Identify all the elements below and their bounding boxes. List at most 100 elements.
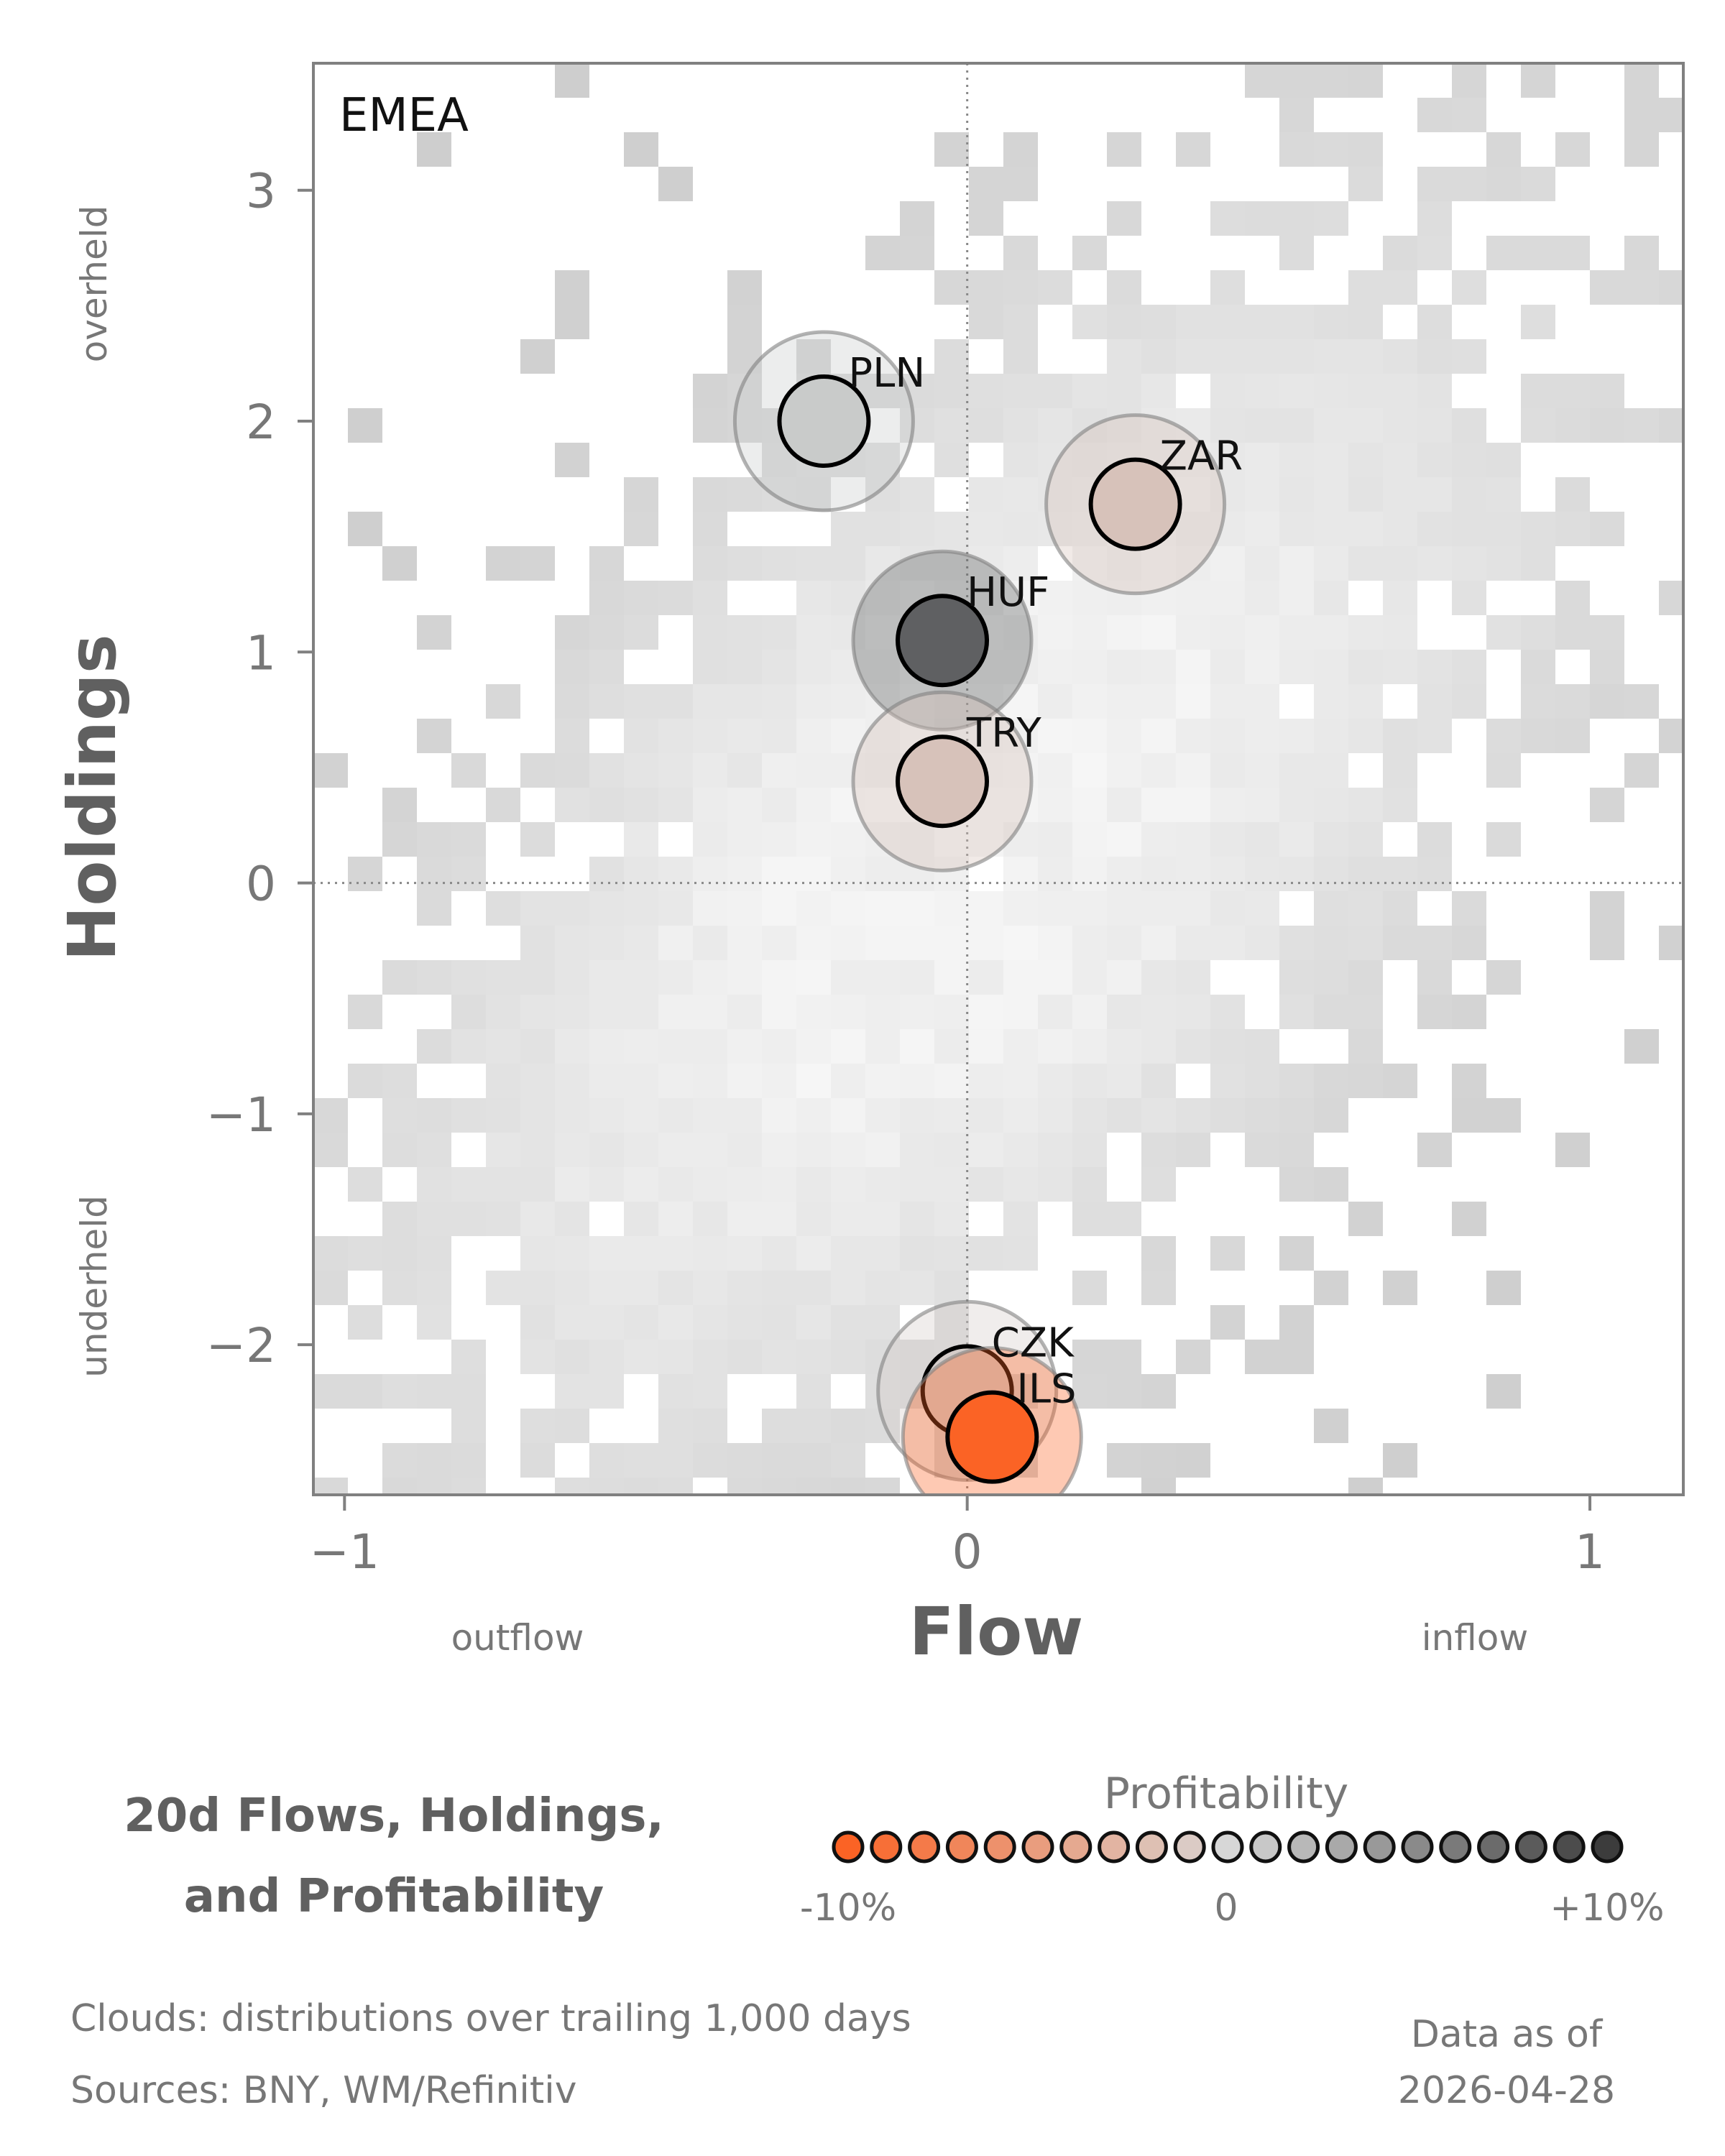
cloud-cell [1107,615,1141,650]
cloud-cell [727,684,762,719]
legend-dot [1439,1830,1472,1864]
cloud-cell [762,1409,796,1443]
cloud-cell [1072,1029,1107,1064]
cloud-cell [1210,374,1245,408]
cloud-cell [1590,408,1624,443]
cloud-cell [1314,822,1348,857]
cloud-cell [796,1271,831,1305]
cloud-cell [658,167,693,201]
cloud-cell [969,1064,1003,1098]
cloud-cell [451,822,486,857]
cloud-cell [969,477,1003,512]
cloud-cell [1624,1029,1659,1064]
cloud-cell [589,615,624,650]
cloud-cell [658,960,693,995]
cloud-cell [1383,857,1417,891]
cloud-cell [589,1029,624,1064]
cloud-cell [1141,822,1176,857]
cloud-cell [1210,408,1245,443]
cloud-cell [658,1374,693,1409]
cloud-cell [1348,650,1383,684]
cloud-cell [1452,1098,1486,1133]
cloud-cell [1003,650,1038,684]
cloud-cell [900,926,934,960]
cloud-cell [1107,339,1141,374]
cloud-cell [555,1340,589,1374]
cloud-cell [1245,305,1279,339]
cloud-cell [796,857,831,891]
cloud-cell [1486,477,1521,512]
cloud-cell [451,753,486,788]
cloud-cell [1417,339,1452,374]
cloud-cell [1624,684,1659,719]
cloud-cell [313,753,348,788]
cloud-cell [417,615,451,650]
cloud-cell [1003,132,1038,167]
cloud-cell [796,339,831,374]
legend-dot [908,1830,941,1864]
cloud-cell [486,995,520,1029]
cloud-cell [1417,857,1452,891]
cloud-cell [1141,684,1176,719]
currency-label: ZAR [1160,433,1243,480]
cloud-cell [1314,719,1348,753]
cloud-cell [762,684,796,719]
cloud-cell [865,857,900,891]
cloud-cell [1210,926,1245,960]
cloud-cell [1417,374,1452,408]
cloud-cell [727,926,762,960]
cloud-cell [417,822,451,857]
cloud-cell [796,891,831,926]
cloud-cell [1141,339,1176,374]
asof-line1: Data as of [1411,2013,1604,2056]
cloud-cell [589,857,624,891]
cloud-cell [1314,615,1348,650]
cloud-cell [969,1167,1003,1202]
cloud-cell [624,1064,658,1098]
currency-label: HUF [967,569,1049,616]
cloud-cell [417,132,451,167]
cloud-cell [1141,857,1176,891]
cloud-cell [1038,926,1072,960]
cloud-cell [555,1029,589,1064]
cloud-cell [1210,788,1245,822]
cloud-cell [382,1133,417,1167]
cloud-cell [1107,1064,1141,1098]
cloud-cell [934,684,969,719]
cloud-cell [1038,684,1072,719]
cloud-cell [1038,1098,1072,1133]
cloud-cell [934,1029,969,1064]
cloud-cell [555,63,589,98]
cloud-cell [1072,443,1107,477]
cloud-cell [693,1064,727,1098]
cloud-cell [762,546,796,581]
cloud-cell [1590,374,1624,408]
cloud-cell [796,753,831,788]
cloud-cell [796,1409,831,1443]
cloud-cell [417,960,451,995]
cloud-cell [658,857,693,891]
cloud-cell [1038,719,1072,753]
cloud-cell [796,822,831,857]
cloud-cell [1279,408,1314,443]
cloud-cell [1314,1064,1348,1098]
cloud-cell [555,1305,589,1340]
cloud-cell [1348,891,1383,926]
cloud-cell [658,1029,693,1064]
cloud-cell [1383,546,1417,581]
legend-dot [832,1830,865,1864]
cloud-cell [1107,201,1141,236]
cloud-cell [1107,995,1141,1029]
cloud-cell [796,719,831,753]
cloud-cell [658,719,693,753]
cloud-cell [865,891,900,926]
cloud-cell [762,1202,796,1236]
cloud-cell [348,1374,382,1409]
cloud-cell [1417,443,1452,477]
cloud-cell [1003,339,1038,374]
cloud-cell [1590,926,1624,960]
cloud-cell [1314,995,1348,1029]
cloud-cell [1521,615,1555,650]
cloud-cell [382,546,417,581]
